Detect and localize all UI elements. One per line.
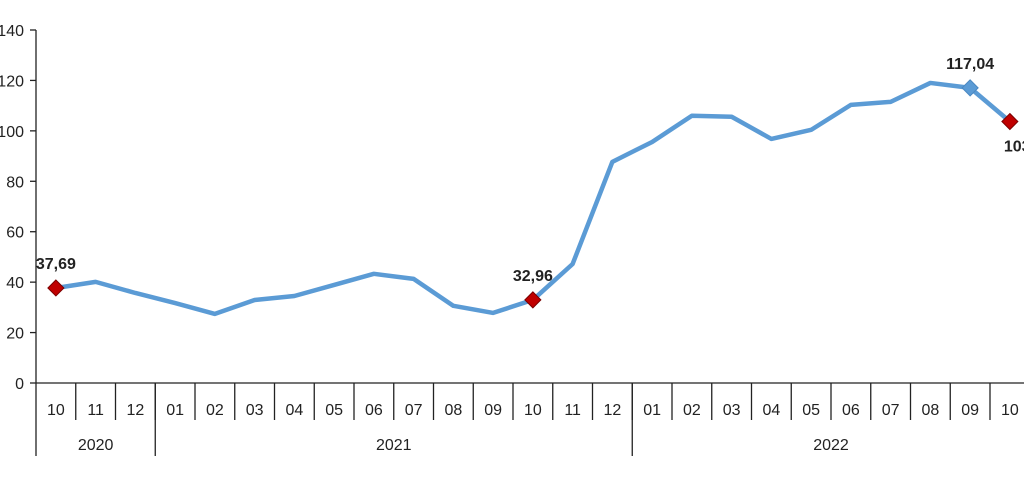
data-marker [524, 291, 542, 309]
x-tick-label: 09 [961, 402, 979, 419]
x-tick-label: 07 [882, 402, 900, 419]
x-tick-label: 05 [325, 402, 343, 419]
data-marker [1001, 112, 1019, 131]
x-tick-label: 04 [285, 402, 303, 419]
data-label: 37,69 [36, 256, 76, 273]
x-tick-label: 02 [206, 402, 224, 419]
x-tick-label: 12 [603, 402, 621, 419]
data-marker [47, 279, 65, 297]
year-label: 2022 [813, 437, 849, 454]
x-tick-label: 12 [126, 402, 144, 419]
y-tick-label: 0 [15, 376, 24, 393]
x-tick-label: 08 [921, 402, 939, 419]
y-tick-label: 40 [6, 275, 24, 292]
x-tick-label: 01 [166, 402, 184, 419]
year-label: 2020 [78, 437, 114, 454]
y-tick-label: 100 [0, 124, 24, 141]
x-tick-label: 09 [484, 402, 502, 419]
x-tick-label: 01 [643, 402, 661, 419]
y-tick-label: 120 [0, 73, 24, 90]
x-tick-label: 10 [524, 402, 542, 419]
y-tick-label: 140 [0, 23, 24, 40]
x-tick-label: 10 [1001, 402, 1019, 419]
x-tick-label: 11 [564, 402, 581, 419]
x-tick-label: 03 [246, 402, 264, 419]
x-tick-label: 04 [762, 402, 780, 419]
x-tick-label: 03 [723, 402, 741, 419]
x-tick-label: 10 [47, 402, 65, 419]
x-tick-label: 06 [365, 402, 383, 419]
x-tick-label: 11 [87, 402, 104, 419]
x-tick-label: 08 [444, 402, 462, 419]
x-tick-label: 02 [683, 402, 701, 419]
x-tick-label: 06 [842, 402, 860, 419]
data-marker [961, 79, 979, 97]
x-tick-label: 07 [405, 402, 423, 419]
data-label: 32,96 [513, 268, 553, 285]
x-tick-label: 05 [802, 402, 820, 419]
y-tick-label: 20 [6, 326, 24, 343]
y-tick-label: 60 [6, 225, 24, 242]
y-tick-label: 80 [6, 174, 24, 191]
year-label: 2021 [376, 437, 412, 454]
data-label: 117,04 [946, 56, 994, 73]
data-label: 103,7 [1004, 139, 1024, 156]
